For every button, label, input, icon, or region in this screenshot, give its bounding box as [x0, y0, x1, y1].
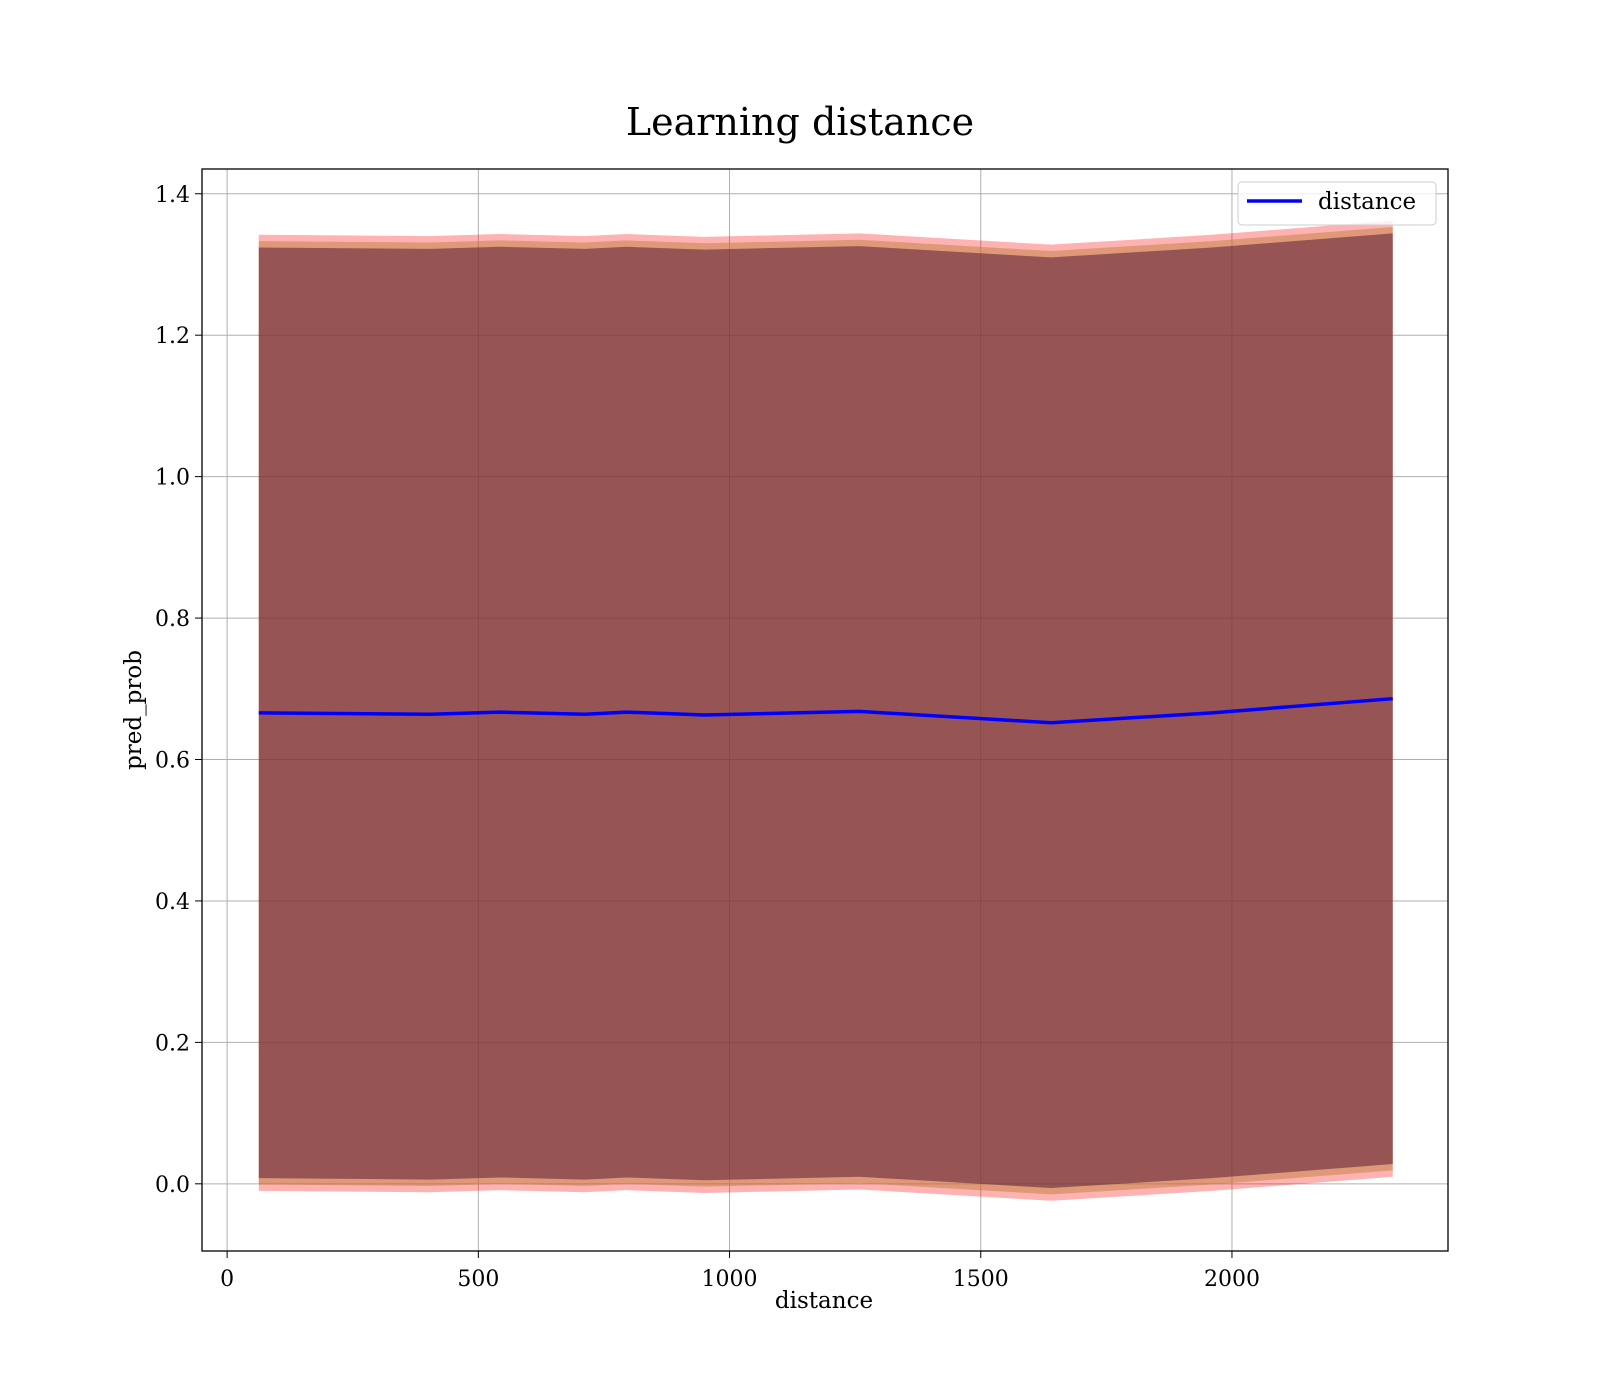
x-axis-label: distance	[775, 1288, 873, 1314]
y-tick-label: 0.0	[155, 1173, 190, 1198]
y-tick-label: 0.4	[155, 890, 190, 915]
confidence-bands	[258, 220, 1393, 1201]
legend-box	[1237, 181, 1437, 226]
y-axis-ticks: 0.0 0.2 0.4 0.6 0.8 1.0 1.2 1.4	[155, 183, 202, 1198]
x-tick-label: 0	[220, 1267, 234, 1292]
y-axis-label: pred_prob	[121, 650, 147, 770]
legend-label: distance	[1318, 189, 1416, 215]
y-tick-label: 1.0	[155, 466, 190, 491]
series-line-distance	[258, 696, 1393, 725]
y-tick-label: 1.2	[155, 324, 190, 349]
x-tick-label: 2000	[1204, 1267, 1260, 1292]
x-tick-label: 1500	[953, 1267, 1009, 1292]
x-tick-label: 1000	[702, 1267, 758, 1292]
x-tick-label: 500	[457, 1267, 499, 1292]
y-tick-label: 0.2	[155, 1031, 190, 1056]
y-tick-label: 1.4	[155, 183, 190, 208]
plot-frame	[201, 168, 1449, 1252]
chart-title: Learning distance	[625, 100, 975, 144]
series-lines	[258, 696, 1393, 725]
x-axis-ticks: 0 500 1000 1500 2000	[220, 1251, 1260, 1292]
y-tick-label: 0.8	[155, 607, 190, 632]
y-tick-label: 0.6	[155, 749, 190, 774]
legend: distance	[1237, 181, 1437, 226]
